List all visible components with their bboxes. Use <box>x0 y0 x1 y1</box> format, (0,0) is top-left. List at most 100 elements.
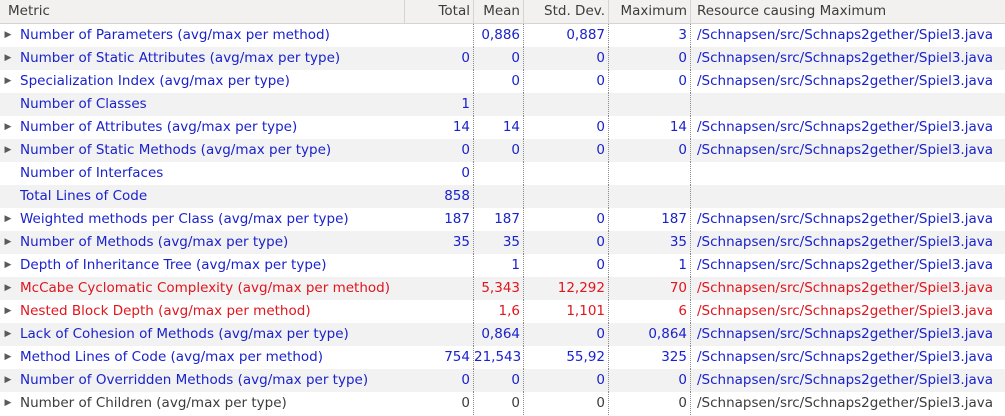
mean-cell <box>474 185 524 208</box>
mean-cell: 0 <box>474 369 524 392</box>
table-row[interactable]: ▶ Specialization Index (avg/max per type)… <box>0 70 1005 93</box>
table-row[interactable]: ▶ Depth of Inheritance Tree (avg/max per … <box>0 254 1005 277</box>
std-dev-cell: 0 <box>524 70 609 93</box>
triangle-right-icon[interactable]: ▶ <box>4 329 12 339</box>
table-row[interactable]: ▶ Nested Block Depth (avg/max per method)… <box>0 300 1005 323</box>
maximum-cell: 70 <box>609 277 691 300</box>
metric-label: Number of Overridden Methods (avg/max pe… <box>20 372 369 388</box>
column-header-std-dev[interactable]: Std. Dev. <box>524 0 609 23</box>
resource-cell: /Schnapsen/src/Schnaps2gether/Spiel3.jav… <box>697 349 994 365</box>
std-dev-cell: 0 <box>524 231 609 254</box>
table-row[interactable]: Number of Interfaces 0 <box>0 162 1005 185</box>
total-cell: 35 <box>405 231 474 254</box>
mean-cell: 0,886 <box>474 24 524 47</box>
column-header-label: Metric <box>8 3 50 19</box>
metric-cell: ▶ Specialization Index (avg/max per type) <box>0 70 405 93</box>
column-header-resource[interactable]: Resource causing Maximum <box>697 3 887 19</box>
metric-cell: ▶ Number of Static Attributes (avg/max pe… <box>0 47 405 70</box>
std-dev-cell: 0 <box>524 139 609 162</box>
total-cell: 187 <box>405 208 474 231</box>
maximum-cell <box>609 185 691 208</box>
metric-cell: ▶ Number of Children (avg/max per type) <box>0 392 405 415</box>
mean-cell: 1 <box>474 254 524 277</box>
table-row[interactable]: ▶ Method Lines of Code (avg/max per metho… <box>0 346 1005 369</box>
triangle-right-icon[interactable]: ▶ <box>4 214 12 224</box>
metric-cell: ▶ Method Lines of Code (avg/max per metho… <box>0 346 405 369</box>
metric-cell: ▶ Depth of Inheritance Tree (avg/max per … <box>0 254 405 277</box>
table-row[interactable]: ▶ Number of Methods (avg/max per type) 35 3… <box>0 231 1005 254</box>
column-header-maximum[interactable]: Maximum <box>609 0 691 23</box>
resource-cell: /Schnapsen/src/Schnaps2gether/Spiel3.jav… <box>697 280 994 296</box>
triangle-right-icon[interactable]: ▶ <box>4 145 12 155</box>
metric-cell: ▶ Number of Overridden Methods (avg/max p… <box>0 369 405 392</box>
maximum-cell: 0,864 <box>609 323 691 346</box>
maximum-cell: 6 <box>609 300 691 323</box>
maximum-cell: 0 <box>609 139 691 162</box>
table-row[interactable]: ▶ Number of Static Attributes (avg/max pe… <box>0 47 1005 70</box>
resource-cell: /Schnapsen/src/Schnaps2gether/Spiel3.jav… <box>697 50 994 66</box>
table-row[interactable]: ▶ McCabe Cyclomatic Complexity (avg/max p… <box>0 277 1005 300</box>
triangle-right-icon[interactable]: ▶ <box>4 53 12 63</box>
std-dev-cell: 1,101 <box>524 300 609 323</box>
resource-cell: /Schnapsen/src/Schnaps2gether/Spiel3.jav… <box>697 142 994 158</box>
triangle-right-icon[interactable]: ▶ <box>4 30 12 40</box>
resource-cell: /Schnapsen/src/Schnaps2gether/Spiel3.jav… <box>697 257 994 273</box>
triangle-right-icon[interactable]: ▶ <box>4 375 12 385</box>
metric-cell: ▶ Number of Parameters (avg/max per metho… <box>0 24 405 47</box>
triangle-right-icon[interactable]: ▶ <box>4 76 12 86</box>
table-row[interactable]: ▶ Number of Parameters (avg/max per metho… <box>0 24 1005 47</box>
column-header-metric[interactable]: Metric <box>0 0 405 23</box>
triangle-right-icon[interactable]: ▶ <box>4 260 12 270</box>
triangle-right-icon[interactable]: ▶ <box>4 398 12 408</box>
maximum-cell: 1 <box>609 254 691 277</box>
mean-cell: 1,6 <box>474 300 524 323</box>
std-dev-cell <box>524 185 609 208</box>
triangle-right-icon[interactable]: ▶ <box>4 352 12 362</box>
metric-label: Number of Methods (avg/max per type) <box>20 234 289 250</box>
total-cell: 0 <box>405 162 474 185</box>
std-dev-cell: 0 <box>524 116 609 139</box>
std-dev-cell: 0 <box>524 208 609 231</box>
metric-label: McCabe Cyclomatic Complexity (avg/max pe… <box>20 280 390 296</box>
triangle-right-icon[interactable]: ▶ <box>4 283 12 293</box>
maximum-cell: 0 <box>609 369 691 392</box>
table-row[interactable]: ▶ Weighted methods per Class (avg/max per… <box>0 208 1005 231</box>
mean-cell: 0 <box>474 392 524 415</box>
triangle-right-icon[interactable]: ▶ <box>4 237 12 247</box>
table-row[interactable]: ▶ Number of Overridden Methods (avg/max p… <box>0 369 1005 392</box>
total-cell <box>405 323 474 346</box>
triangle-right-icon[interactable]: ▶ <box>4 122 12 132</box>
metric-cell: ▶ Number of Static Methods (avg/max per t… <box>0 139 405 162</box>
std-dev-cell: 0 <box>524 323 609 346</box>
resource-cell: /Schnapsen/src/Schnaps2gether/Spiel3.jav… <box>697 211 994 227</box>
maximum-cell <box>609 162 691 185</box>
table-body: ▶ Number of Parameters (avg/max per metho… <box>0 24 1005 415</box>
table-row[interactable]: Total Lines of Code 858 <box>0 185 1005 208</box>
column-header-total[interactable]: Total <box>405 0 474 23</box>
mean-cell <box>474 162 524 185</box>
triangle-right-icon[interactable]: ▶ <box>4 306 12 316</box>
maximum-cell: 3 <box>609 24 691 47</box>
metric-cell: ▶ Weighted methods per Class (avg/max per… <box>0 208 405 231</box>
metric-label: Number of Classes <box>20 96 147 112</box>
std-dev-cell <box>524 162 609 185</box>
table-row[interactable]: Number of Classes 1 <box>0 93 1005 116</box>
metric-cell: Number of Interfaces <box>0 162 405 185</box>
mean-cell: 187 <box>474 208 524 231</box>
mean-cell: 0 <box>474 70 524 93</box>
total-cell: 0 <box>405 139 474 162</box>
metric-label: Number of Interfaces <box>20 165 164 181</box>
std-dev-cell: 12,292 <box>524 277 609 300</box>
table-row[interactable]: ▶ Lack of Cohesion of Methods (avg/max pe… <box>0 323 1005 346</box>
resource-cell: /Schnapsen/src/Schnaps2gether/Spiel3.jav… <box>697 119 994 135</box>
resource-cell: /Schnapsen/src/Schnaps2gether/Spiel3.jav… <box>697 372 994 388</box>
std-dev-cell <box>524 93 609 116</box>
table-row[interactable]: ▶ Number of Attributes (avg/max per type)… <box>0 116 1005 139</box>
metric-cell: ▶ McCabe Cyclomatic Complexity (avg/max p… <box>0 277 405 300</box>
total-cell <box>405 300 474 323</box>
column-header-mean[interactable]: Mean <box>474 0 524 23</box>
table-row[interactable]: ▶ Number of Static Methods (avg/max per t… <box>0 139 1005 162</box>
resource-cell: /Schnapsen/src/Schnaps2gether/Spiel3.jav… <box>697 27 994 43</box>
table-row[interactable]: ▶ Number of Children (avg/max per type) 0 0… <box>0 392 1005 415</box>
